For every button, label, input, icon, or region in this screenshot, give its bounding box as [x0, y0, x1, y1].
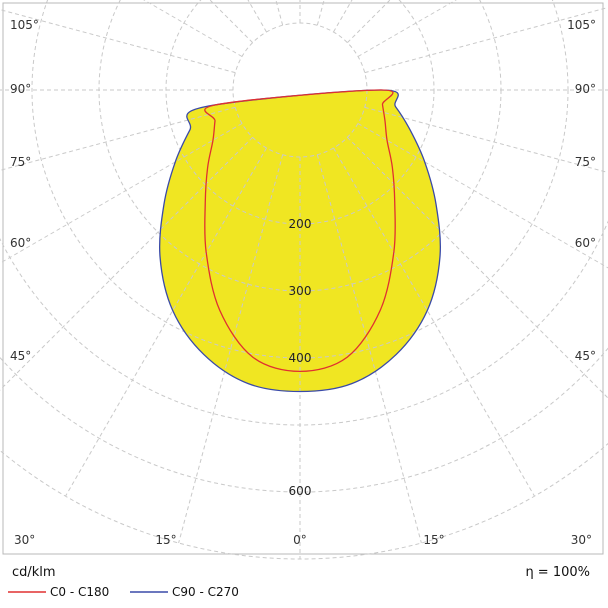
legend-label-c0-c180: C0 - C180 — [50, 585, 109, 599]
grid-spoke — [333, 147, 535, 497]
legend-label-c90-c270: C90 - C270 — [172, 585, 239, 599]
grid-spoke — [347, 137, 608, 399]
angle-labels-right: 105° 90° 75° 60° 45° 30° 15° — [423, 18, 596, 547]
unit-label: cd/klm — [12, 565, 56, 580]
grid-spoke — [0, 123, 243, 264]
grid-spoke — [316, 154, 422, 544]
grid-spoke — [143, 0, 243, 57]
angle-label-right-15: 15° — [423, 533, 444, 547]
grid-ring — [31, 0, 569, 359]
grid-spoke — [0, 137, 253, 391]
angle-label-right-45: 45° — [575, 349, 596, 363]
angle-label-left-90: 90° — [10, 82, 31, 96]
angle-label-bottom-0: 0° — [293, 533, 307, 547]
angle-label-right-30: 30° — [571, 533, 592, 547]
ring-labels: 200 300 400 600 — [289, 217, 312, 498]
grid-spoke — [357, 0, 457, 57]
legend: C0 - C180 C90 - C270 — [8, 585, 239, 599]
angle-label-right-90: 90° — [575, 82, 596, 96]
curve-layer — [159, 89, 441, 393]
angle-label-right-105: 105° — [567, 18, 596, 32]
angle-label-right-75: 75° — [575, 155, 596, 169]
ring-label-300: 300 — [289, 284, 312, 298]
grid-spoke — [357, 123, 608, 269]
ring-label-400: 400 — [289, 351, 312, 365]
angle-label-left-75: 75° — [10, 155, 31, 169]
c0-c180-curve — [204, 89, 396, 373]
angle-label-left-30: 30° — [14, 533, 35, 547]
grid-spoke — [178, 154, 284, 544]
plot-area-frame — [2, 2, 604, 555]
grid-spoke — [0, 106, 236, 171]
angle-label-right-60: 60° — [575, 236, 596, 250]
angle-label-left-60: 60° — [10, 236, 31, 250]
ring-label-600: 600 — [289, 484, 312, 498]
efficiency-label: η = 100% — [525, 565, 590, 580]
angle-label-left-105: 105° — [10, 18, 39, 32]
angle-label-left-15: 15° — [155, 533, 176, 547]
grid-spoke — [65, 147, 267, 497]
grid-ring — [0, 347, 608, 493]
ring-label-200: 200 — [289, 217, 312, 231]
angle-label-left-45: 45° — [10, 349, 31, 363]
angle-labels-left: 105° 90° 75° 60° 45° 30° 15° — [10, 18, 177, 547]
polar-grid — [0, 0, 608, 560]
